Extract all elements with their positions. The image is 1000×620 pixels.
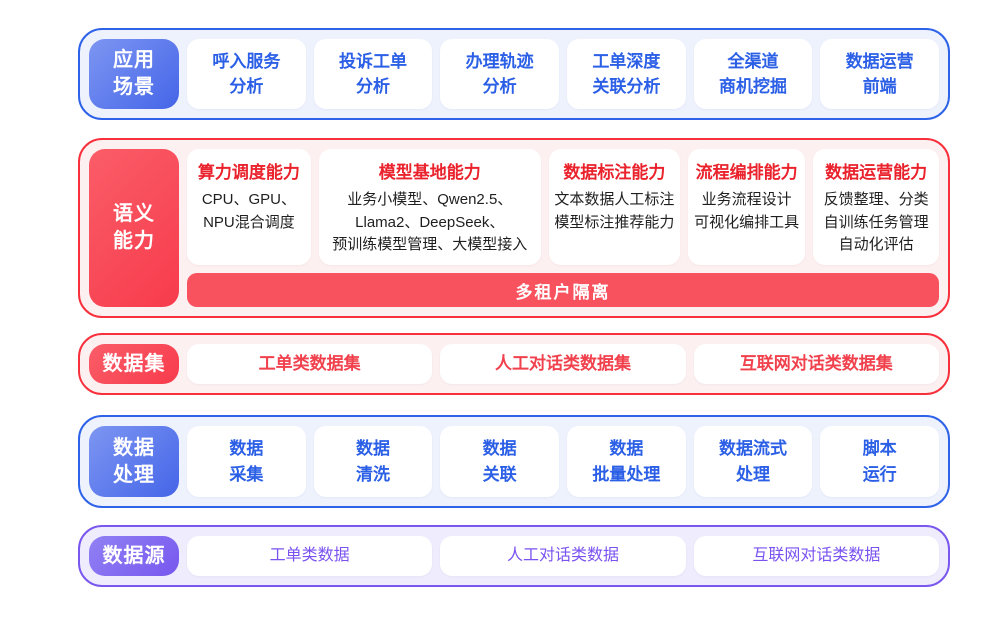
datasets-label: 数据集 — [89, 344, 179, 384]
processing-card-script-execution: 脚本 运行 — [820, 426, 940, 497]
processing-card-data-collection: 数据 采集 — [187, 426, 306, 497]
capability-title: 数据标注能力 — [563, 163, 666, 182]
processing-card-data-correlation: 数据 关联 — [440, 426, 560, 497]
data-processing-label: 数据 处理 — [89, 426, 179, 497]
scenario-card-handling-track-analysis: 办理轨迹 分析 — [440, 39, 560, 109]
data-processing-band: 数据 处理 数据 采集 数据 清洗 数据 关联 数据 批量处理 数据流式 处理 … — [78, 415, 950, 508]
capability-title: 模型基地能力 — [378, 163, 481, 182]
scenario-card-omnichannel-opportunity-mining: 全渠道 商机挖掘 — [693, 39, 813, 109]
capability-body: CPU、GPU、 NPU混合调度 — [201, 191, 296, 231]
architecture-diagram: 应用 场景 呼入服务 分析 投诉工单 分析 办理轨迹 分析 工单深度 关联分析 … — [78, 28, 950, 587]
multi-tenant-isolation-banner: 多租户隔离 — [187, 273, 939, 307]
data-processing-cards: 数据 采集 数据 清洗 数据 关联 数据 批量处理 数据流式 处理 脚本 运行 — [187, 426, 940, 497]
capability-card-compute-scheduling: 算力调度能力 CPU、GPU、 NPU混合调度 — [187, 149, 311, 265]
source-card-ticket-data: 工单类数据 — [187, 536, 433, 576]
source-card-internet-dialogue-data: 互联网对话类数据 — [693, 536, 939, 576]
capability-title: 算力调度能力 — [197, 163, 300, 182]
capability-card-model-base: 模型基地能力 业务小模型、Qwen2.5、 Llama2、DeepSeek、 预… — [318, 149, 541, 265]
scenario-card-complaint-ticket-analysis: 投诉工单 分析 — [313, 39, 433, 109]
dataset-card-human-dialogue: 人工对话类数据集 — [440, 344, 686, 384]
dataset-card-ticket: 工单类数据集 — [187, 344, 433, 384]
processing-card-batch-processing: 数据 批量处理 — [567, 426, 686, 497]
scenario-card-data-operation-frontend: 数据运营 前端 — [820, 39, 940, 109]
semantic-capabilities-content: 算力调度能力 CPU、GPU、 NPU混合调度 模型基地能力 业务小模型、Qwe… — [187, 149, 939, 307]
processing-card-stream-processing: 数据流式 处理 — [693, 426, 813, 497]
application-scenarios-band: 应用 场景 呼入服务 分析 投诉工单 分析 办理轨迹 分析 工单深度 关联分析 … — [78, 28, 950, 120]
scenario-card-inbound-service-analysis: 呼入服务 分析 — [187, 39, 306, 109]
capability-card-data-annotation: 数据标注能力 文本数据人工标注 模型标注推荐能力 — [548, 149, 681, 265]
dataset-card-internet-dialogue: 互联网对话类数据集 — [693, 344, 939, 384]
capability-body: 业务流程设计 可视化编排工具 — [694, 191, 800, 231]
processing-card-data-cleaning: 数据 清洗 — [313, 426, 433, 497]
capability-body: 业务小模型、Qwen2.5、 Llama2、DeepSeek、 预训练模型管理、… — [332, 191, 528, 253]
data-sources-band: 数据源 工单类数据 人工对话类数据 互联网对话类数据 — [78, 525, 950, 587]
capability-title: 流程编排能力 — [695, 163, 798, 182]
capability-title: 数据运营能力 — [825, 163, 928, 182]
capability-card-process-orchestration: 流程编排能力 业务流程设计 可视化编排工具 — [688, 149, 806, 265]
capability-body: 反馈整理、分类 自训练任务管理 自动化评估 — [823, 191, 929, 253]
semantic-capabilities-label: 语义 能力 — [89, 149, 179, 307]
semantic-capabilities-band: 语义 能力 算力调度能力 CPU、GPU、 NPU混合调度 模型基地能力 业务小… — [78, 138, 950, 318]
capability-columns: 算力调度能力 CPU、GPU、 NPU混合调度 模型基地能力 业务小模型、Qwe… — [187, 149, 939, 265]
application-scenarios-label: 应用 场景 — [89, 39, 179, 109]
data-sources-label: 数据源 — [89, 536, 179, 576]
application-scenarios-cards: 呼入服务 分析 投诉工单 分析 办理轨迹 分析 工单深度 关联分析 全渠道 商机… — [187, 39, 940, 109]
capability-body: 文本数据人工标注 模型标注推荐能力 — [554, 191, 675, 231]
source-card-human-dialogue-data: 人工对话类数据 — [440, 536, 686, 576]
capability-card-data-operation: 数据运营能力 反馈整理、分类 自训练任务管理 自动化评估 — [813, 149, 939, 265]
datasets-band: 数据集 工单类数据集 人工对话类数据集 互联网对话类数据集 — [78, 333, 950, 395]
data-sources-cards: 工单类数据 人工对话类数据 互联网对话类数据 — [187, 536, 939, 576]
datasets-cards: 工单类数据集 人工对话类数据集 互联网对话类数据集 — [187, 344, 939, 384]
scenario-card-ticket-deep-correlation-analysis: 工单深度 关联分析 — [567, 39, 686, 109]
